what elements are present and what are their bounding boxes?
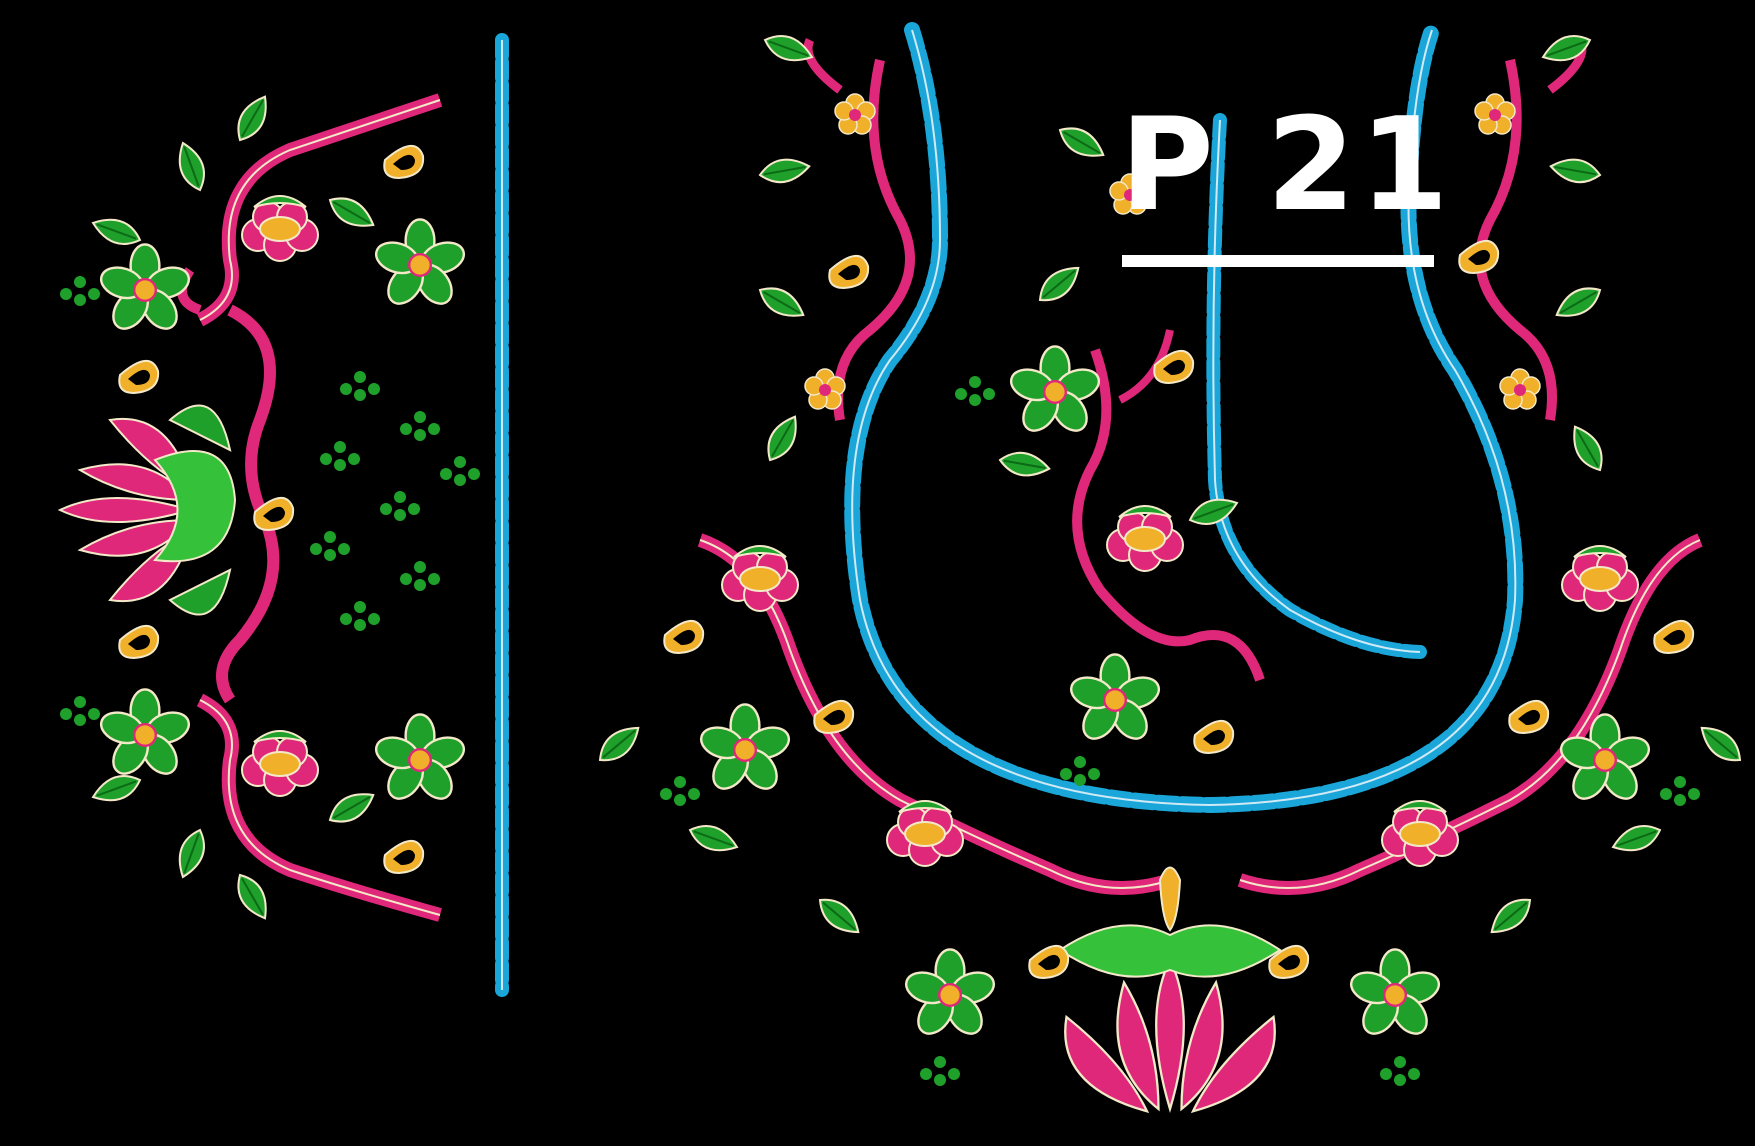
flower-icon: [371, 713, 469, 807]
flower-icon: [371, 218, 469, 312]
paisley-icon: [828, 254, 870, 289]
design-code-underline: [1122, 255, 1434, 267]
flower-icon: [96, 688, 194, 782]
paisley-icon: [1653, 619, 1695, 654]
flower-icon: [1499, 368, 1541, 410]
flower-icon: [1474, 93, 1516, 135]
flower-icon: [1346, 948, 1444, 1042]
flower-icon: [696, 703, 794, 797]
sleeve-motif: [59, 90, 480, 925]
flower-icon: [1381, 800, 1459, 867]
leaf-icon: [229, 90, 276, 147]
paisley-icon: [1028, 944, 1070, 979]
flower-icon: [1556, 713, 1654, 807]
paisley-icon: [383, 144, 425, 179]
flower-icon: [1006, 345, 1104, 439]
neckline-motif: [591, 28, 1749, 1113]
bottom-lotus-icon: [1064, 958, 1276, 1113]
flower-icon: [1066, 653, 1164, 747]
paisley-icon: [663, 619, 705, 654]
paisley-icon: [1508, 699, 1550, 734]
flower-icon: [241, 195, 319, 262]
flower-icon: [901, 948, 999, 1042]
paisley-icon: [1458, 239, 1500, 274]
paisley-icon: [383, 839, 425, 874]
flower-icon: [1106, 505, 1184, 572]
flower-icon: [96, 243, 194, 337]
design-code-label: P 21: [1120, 91, 1453, 240]
paisley-icon: [118, 359, 160, 394]
paisley-icon: [1193, 719, 1235, 754]
sleeve-lotus-icon: [59, 417, 193, 603]
paisley-icon: [118, 624, 160, 659]
leaf-icon: [1058, 924, 1282, 978]
flower-icon: [241, 730, 319, 797]
leaf-icon: [152, 450, 237, 563]
flower-icon: [1561, 545, 1639, 612]
